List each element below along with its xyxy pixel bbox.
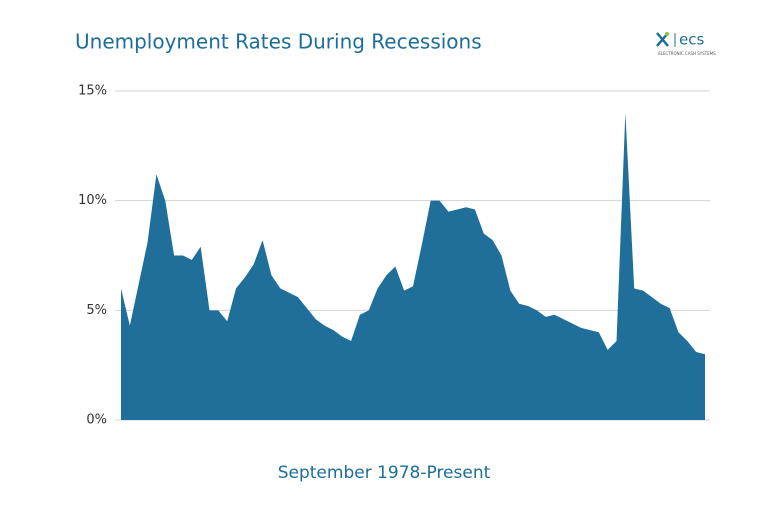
area bbox=[121, 112, 705, 420]
chart-title: Unemployment Rates During Recessions bbox=[75, 30, 482, 54]
y-tick-label: 0% bbox=[86, 413, 107, 428]
logo: ecs ELECTRONIC CASH SYSTEMS bbox=[656, 31, 716, 56]
x-axis-label: September 1978-Present bbox=[278, 463, 491, 483]
y-tick-label: 5% bbox=[86, 303, 107, 318]
y-tick-label: 10% bbox=[78, 193, 107, 208]
logo-dot bbox=[665, 32, 669, 36]
y-tick-label: 15% bbox=[78, 84, 107, 99]
logo-text: ecs bbox=[679, 31, 704, 49]
logo-tagline: ELECTRONIC CASH SYSTEMS bbox=[658, 51, 716, 56]
